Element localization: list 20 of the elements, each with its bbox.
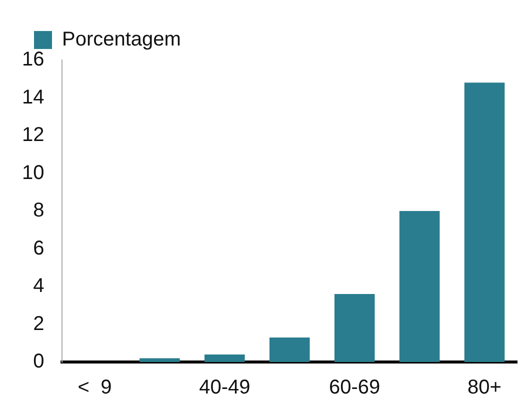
- bar: [464, 82, 505, 362]
- x-tick-label: 40-49: [199, 376, 250, 399]
- y-tick-label: 6: [33, 237, 44, 260]
- y-tick-label: 2: [33, 312, 44, 335]
- x-tick-label: 80+: [468, 376, 502, 399]
- bar: [269, 337, 310, 362]
- bar: [399, 211, 440, 362]
- bar: [204, 354, 245, 362]
- x-tick-label: < 9: [78, 376, 112, 399]
- y-tick-label: 8: [33, 200, 44, 222]
- bar: [140, 358, 180, 362]
- bar: [334, 294, 375, 362]
- y-tick-label: 4: [33, 275, 44, 298]
- y-tick-label: 16: [22, 48, 44, 71]
- y-tick-label: 12: [22, 124, 44, 146]
- legend-label: Porcentagem: [62, 28, 181, 51]
- y-tick-label: 0: [33, 350, 44, 373]
- y-tick-label: 14: [22, 86, 44, 108]
- x-tick-label: 60-69: [329, 376, 380, 399]
- y-tick-label: 10: [22, 162, 44, 184]
